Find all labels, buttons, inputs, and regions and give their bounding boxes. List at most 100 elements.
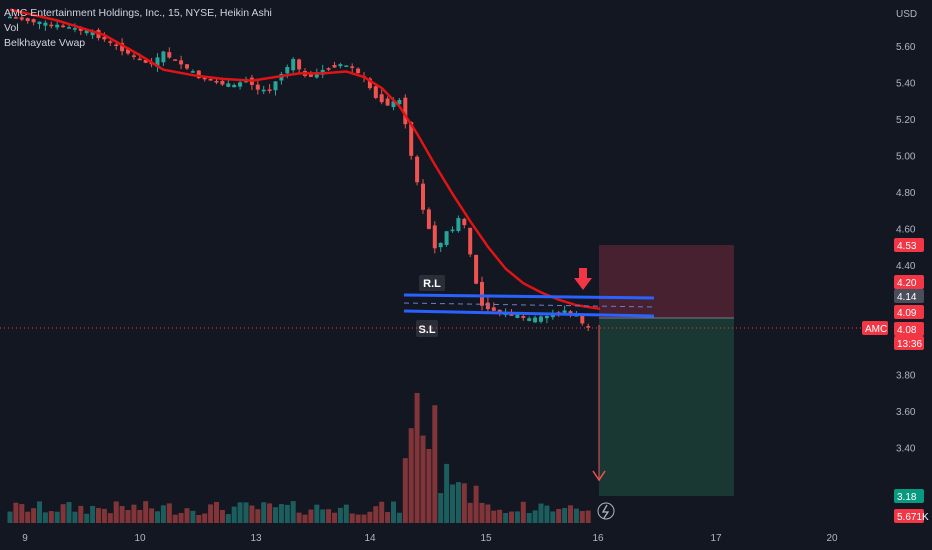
- candle-body: [114, 44, 119, 46]
- volume-bar: [343, 504, 349, 523]
- price-tag: [862, 321, 888, 335]
- price-tick-label: 5.60: [896, 42, 916, 53]
- candle-body: [338, 64, 343, 67]
- candle-body: [527, 318, 532, 321]
- candle-body: [391, 101, 396, 108]
- support-line[interactable]: [403, 309, 655, 318]
- candle-body: [90, 31, 95, 36]
- volume-bar: [25, 511, 31, 523]
- volume-bar: [391, 501, 396, 523]
- volume-bar: [90, 505, 96, 523]
- candle-body: [350, 66, 355, 68]
- volume-bar: [160, 505, 166, 523]
- volume-bar: [314, 504, 320, 523]
- volume-bar: [19, 504, 25, 523]
- volume-indicator-label[interactable]: Vol: [4, 22, 19, 34]
- volume-bar: [402, 458, 408, 523]
- price-tag: [894, 289, 924, 303]
- short-position-tool[interactable]: [599, 245, 734, 496]
- candle-body: [13, 17, 18, 19]
- candle-body: [403, 97, 408, 125]
- volume-bar: [202, 513, 208, 523]
- candle-body: [226, 83, 231, 87]
- price-tag: [894, 238, 924, 252]
- volume-bar: [444, 463, 450, 523]
- volume-bar: [455, 482, 461, 523]
- price-tick-label: 5.20: [896, 115, 916, 126]
- candle-body: [78, 28, 83, 31]
- candle-body: [126, 49, 130, 54]
- volume-bar: [48, 511, 54, 523]
- price-tag-label: 4.09: [897, 308, 917, 319]
- volume-bar: [225, 514, 231, 523]
- volume-bar: [184, 508, 190, 523]
- volume-bar: [302, 514, 308, 523]
- volume-bar: [278, 504, 284, 523]
- volume-bar: [556, 508, 562, 523]
- volume-bar: [361, 514, 367, 523]
- flash-icon[interactable]: [597, 502, 615, 520]
- volume-bar: [7, 511, 13, 523]
- candle-body: [185, 64, 189, 69]
- price-tick-label: 3.80: [896, 371, 916, 382]
- candle-body: [474, 255, 479, 284]
- candle-body: [326, 68, 331, 70]
- time-tick-label: 20: [826, 533, 838, 544]
- volume-bar: [509, 511, 514, 523]
- time-tick-label: 9: [22, 533, 28, 544]
- candle-body: [155, 57, 160, 67]
- volume-bar: [119, 506, 125, 523]
- price-tag: [894, 322, 924, 336]
- time-tick-label: 13: [250, 533, 262, 544]
- candle-body: [49, 24, 54, 27]
- symbol-info[interactable]: AMC Entertainment Holdings, Inc., 15, NY…: [4, 7, 272, 19]
- candle-body: [409, 122, 414, 156]
- price-axis[interactable]: USD 5.60 5.40 5.20 5.00 4.80 4.60 4.40 3.80 3.60…: [862, 9, 929, 523]
- price-tag: [894, 305, 924, 319]
- volume-bar: [84, 513, 90, 523]
- vwap-indicator-label[interactable]: Belkhayate Vwap: [4, 37, 86, 49]
- volume-bar: [308, 509, 314, 523]
- time-axis[interactable]: 9 10 13 14 15 16 17 20: [22, 533, 838, 544]
- volume-bar: [503, 512, 509, 523]
- volume-bar: [432, 405, 438, 523]
- stop-zone[interactable]: [599, 245, 734, 318]
- price-tag-label: 5.671K: [897, 512, 929, 523]
- target-zone[interactable]: [599, 318, 734, 496]
- candle-body: [25, 18, 30, 22]
- support-resistance[interactable]: R.L S.L: [403, 275, 655, 337]
- volume-bar: [60, 504, 66, 523]
- price-tag-label: AMC: [865, 324, 887, 335]
- volume-bar: [78, 505, 84, 523]
- volume-bar: [219, 509, 225, 523]
- candle-body: [72, 28, 77, 30]
- price-tag-label: 4.20: [897, 278, 917, 289]
- resistance-line[interactable]: [403, 293, 655, 300]
- candle-body: [19, 17, 24, 20]
- candle-body: [344, 65, 349, 67]
- volume-bar: [107, 513, 113, 523]
- candle-body: [167, 52, 172, 58]
- volume-bar: [214, 501, 219, 523]
- volume-bar: [208, 504, 214, 523]
- volume-bar: [231, 506, 237, 523]
- candle-body: [373, 86, 378, 98]
- candle-body: [432, 225, 437, 249]
- candle-body: [208, 79, 213, 81]
- volume-bar: [166, 503, 172, 523]
- price-tick-label: 3.40: [896, 444, 916, 455]
- price-tick-label: 3.60: [896, 407, 916, 418]
- candle-body: [533, 317, 538, 323]
- volume-bar: [337, 507, 343, 523]
- price-tag: [894, 509, 924, 523]
- candle-body: [544, 315, 549, 319]
- candle-body: [84, 30, 89, 34]
- volume-bar: [520, 501, 526, 523]
- candle-body: [120, 42, 125, 52]
- volume-bar: [332, 512, 337, 523]
- candle-body: [515, 314, 520, 318]
- candle-body: [438, 242, 443, 248]
- volume-bar: [13, 502, 19, 523]
- volume-bar: [420, 435, 426, 523]
